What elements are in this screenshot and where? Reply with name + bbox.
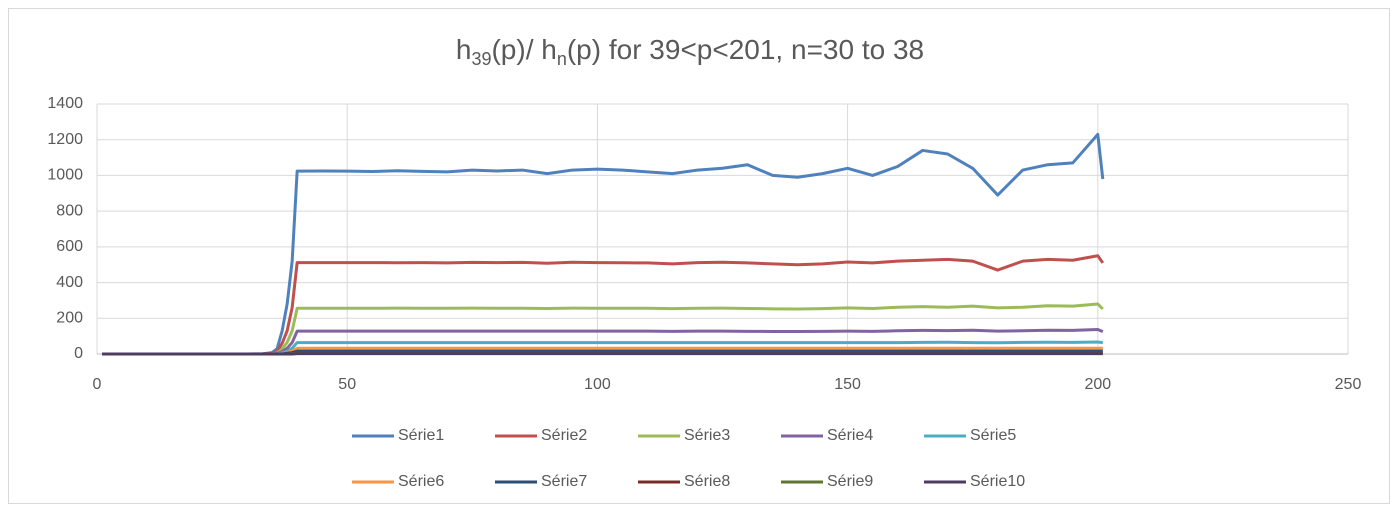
x-tick-label: 50: [338, 376, 356, 393]
legend-label: Série6: [398, 473, 444, 490]
title-part: 39: [471, 49, 491, 69]
title-part: n: [557, 49, 567, 69]
title-part: h: [456, 34, 472, 65]
legend-label: Série8: [684, 473, 730, 490]
y-tick-label: 0: [74, 345, 83, 362]
legend-label: Série1: [398, 427, 444, 444]
y-tick-label: 600: [56, 238, 83, 255]
legend-label: Série2: [541, 427, 587, 444]
y-tick-label: 800: [56, 202, 83, 219]
title-part: (p)/ h: [491, 34, 556, 65]
legend-label: Série10: [970, 473, 1025, 490]
legend-label: Série4: [827, 427, 873, 444]
legend-label: Série3: [684, 427, 730, 444]
y-tick-label: 200: [56, 310, 83, 327]
chart-title: h39(p)/ hn(p) for 39<p<201, n=30 to 38: [456, 34, 924, 68]
legend-label: Série7: [541, 473, 587, 490]
y-tick-label: 1000: [47, 167, 83, 184]
x-tick-label: 100: [584, 376, 611, 393]
y-tick-label: 1400: [47, 95, 83, 112]
legend-label: Série9: [827, 473, 873, 490]
legend-label: Série5: [970, 427, 1016, 444]
x-tick-label: 200: [1084, 376, 1111, 393]
x-tick-label: 250: [1335, 376, 1362, 393]
y-tick-label: 400: [56, 274, 83, 291]
x-tick-label: 150: [834, 376, 861, 393]
title-part: (p) for 39<p<201, n=30 to 38: [567, 34, 924, 65]
chart-border: [8, 8, 1390, 504]
y-tick-label: 1200: [47, 131, 83, 148]
x-tick-label: 0: [93, 376, 102, 393]
